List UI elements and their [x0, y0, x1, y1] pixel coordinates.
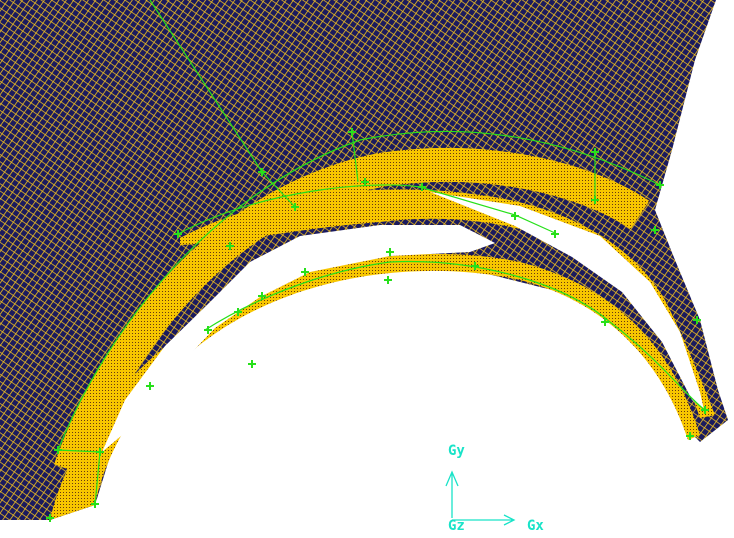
- axis-label-z: Gz: [448, 518, 465, 534]
- axis-label-x: Gx: [527, 518, 544, 534]
- axis-label-y: Gy: [448, 443, 465, 459]
- viewport: Gy Gz Gx: [0, 0, 734, 538]
